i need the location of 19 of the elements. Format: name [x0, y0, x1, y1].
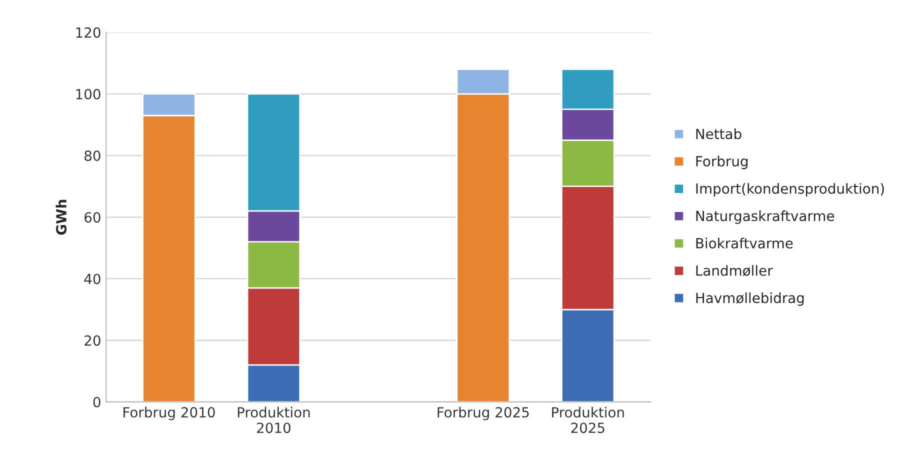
- legend-label: Havmøllebidrag: [696, 292, 804, 306]
- legend-label: Biokraftvarme: [696, 238, 793, 248]
- x-tick-label: Produktion 2010: [238, 406, 310, 434]
- legend-label: Landmøller: [696, 265, 773, 276]
- y-tick-label: 120: [76, 27, 100, 38]
- y-tick-label: 60: [84, 212, 100, 223]
- y-tick-label: 100: [76, 88, 100, 100]
- x-tick-label: Forbrug 2025: [438, 406, 529, 420]
- y-axis-title: GWh: [56, 200, 67, 235]
- x-tick-label: Forbrug 2010: [124, 406, 215, 420]
- x-tick-label: Produktion 2025: [552, 406, 624, 434]
- y-tick-label: 0: [93, 396, 100, 408]
- y-tick-label: 80: [84, 150, 100, 162]
- y-tick-label: 40: [84, 274, 100, 284]
- legend-label: Naturgaskraftvarme: [696, 210, 834, 224]
- legend-label: Forbrug: [696, 156, 748, 170]
- legend-label: Nettab: [696, 128, 742, 140]
- legend-label: Import(kondensproduktion): [696, 183, 884, 197]
- y-tick-label: 20: [84, 335, 100, 346]
